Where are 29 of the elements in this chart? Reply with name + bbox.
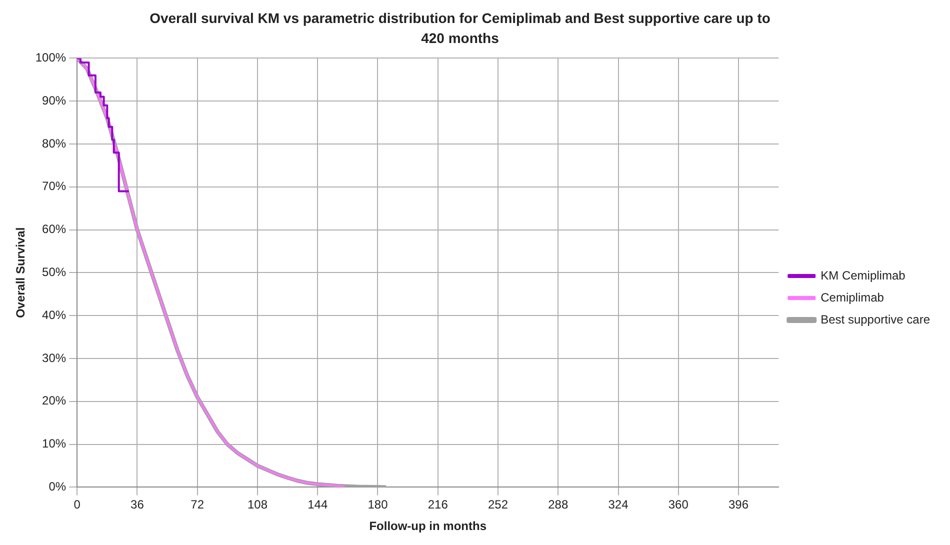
- x-tick-label: 252: [488, 498, 508, 512]
- y-tick-label: 30%: [42, 350, 66, 365]
- x-tick-label: 396: [728, 498, 749, 512]
- y-tick-label: 0%: [48, 480, 66, 494]
- legend-label: KM Cemiplimab: [820, 268, 906, 282]
- x-tick-label: 108: [247, 498, 268, 512]
- x-tick-label: 72: [190, 498, 204, 512]
- chart-title: Overall survival KM vs parametric distribution for Cemiplimab and Best supportive care up to 420 months: [148, 9, 772, 48]
- y-tick-label: 50%: [42, 265, 66, 280]
- y-tick-label: 70%: [42, 179, 66, 194]
- legend-label: Cemiplimab: [820, 290, 884, 304]
- x-tick-label: 0: [74, 498, 81, 512]
- x-tick-label: 144: [308, 498, 328, 512]
- y-tick-label: 60%: [42, 222, 66, 236]
- x-axis-title: Follow-up in months: [369, 519, 487, 534]
- y-axis-title: Overall Survival: [14, 227, 28, 318]
- x-tick-label: 216: [428, 498, 448, 512]
- y-tick-label: 90%: [42, 93, 66, 108]
- x-tick-label: 36: [130, 498, 144, 512]
- y-tick-label: 10%: [42, 436, 66, 451]
- y-tick-label: 20%: [42, 394, 66, 408]
- x-tick-label: 180: [368, 498, 388, 512]
- x-tick-label: 360: [668, 498, 689, 512]
- y-tick-label: 100%: [35, 50, 66, 65]
- x-tick-label: 324: [608, 498, 629, 512]
- x-tick-label: 288: [548, 498, 568, 512]
- legend-label: Best supportive care: [820, 312, 930, 326]
- y-tick-label: 40%: [42, 308, 66, 322]
- y-tick-label: 80%: [42, 136, 66, 150]
